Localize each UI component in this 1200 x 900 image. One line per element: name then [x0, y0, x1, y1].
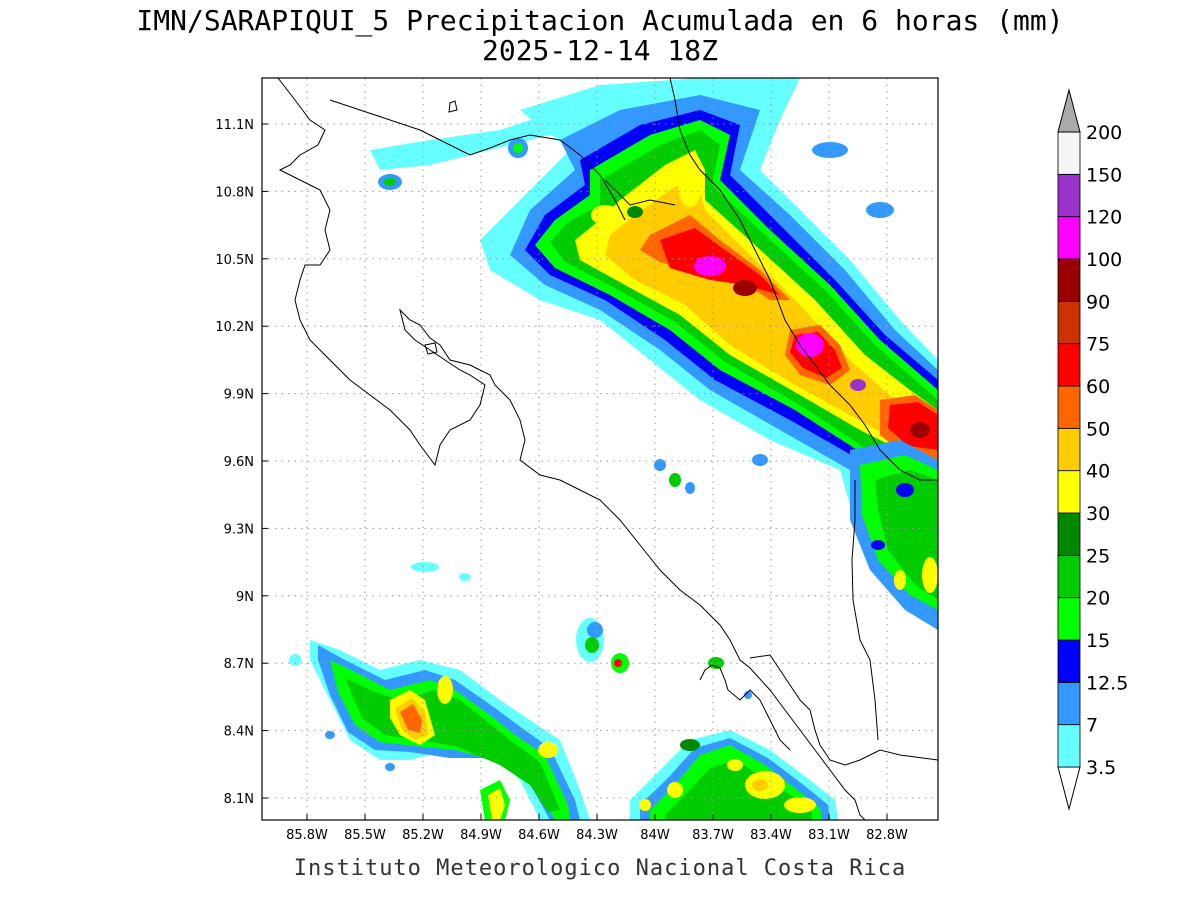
map-border: [261, 77, 939, 821]
colorbar-swatch: [1057, 724, 1081, 768]
colorbar-swatch: [1057, 470, 1081, 514]
lon-tick-label: 83.1W: [808, 828, 850, 843]
precip-band-southeast: [850, 440, 938, 630]
lat-tick-label: 10.2N: [215, 320, 254, 335]
lon-tick-label: 84.9W: [460, 828, 502, 843]
colorbar-level-label: 30: [1086, 503, 1110, 525]
colorbar-swatch: [1057, 554, 1081, 599]
lon-tick-label: 83.4W: [750, 828, 792, 843]
colorbar-swatch: [1057, 173, 1081, 218]
colorbar-over-arrow: [1057, 88, 1081, 133]
colorbar-swatch: [1057, 639, 1081, 683]
lon-tick-label: 84W: [640, 828, 670, 843]
lat-tick-label: 9N: [236, 590, 254, 605]
map-grid: [262, 78, 938, 820]
precip-band-south: [630, 730, 838, 820]
colorbar-level-label: 3.5: [1086, 757, 1116, 779]
lon-tick-label: 85.5W: [344, 828, 386, 843]
lat-tick-label: 11.1N: [215, 118, 254, 133]
lat-tick-label: 8.4N: [224, 725, 254, 740]
colorbar-level-label: 20: [1086, 588, 1110, 610]
colorbar-swatch: [1057, 512, 1081, 556]
colorbar-swatch: [1057, 300, 1081, 345]
colorbar-level-label: 100: [1086, 249, 1122, 271]
colorbar-level-label: 200: [1086, 122, 1122, 144]
colorbar-level-label: 50: [1086, 418, 1110, 440]
lon-tick-label: 83.7W: [692, 828, 734, 843]
map-title: IMN/SARAPIQUI_5 Precipitacion Acumulada …: [136, 4, 1064, 37]
golfo-dulce-coast: [749, 654, 938, 766]
colorbar-level-label: 25: [1086, 545, 1110, 567]
nicaragua-lake-border: [329, 99, 626, 221]
colorbar-swatch: [1057, 385, 1081, 429]
colorbar-swatch: [1057, 216, 1081, 260]
colorbar-level-label: 7: [1086, 715, 1098, 737]
lat-tick-label: 9.6N: [224, 455, 254, 470]
island-outline: [448, 100, 458, 113]
map-datetime: 2025-12-14 18Z: [481, 34, 718, 67]
lon-tick-label: 85.2W: [402, 828, 444, 843]
pacific-coastline: [277, 78, 866, 820]
lat-tick-label: 8.1N: [224, 792, 254, 807]
lon-tick-label: 84.3W: [576, 828, 618, 843]
colorbar-legend: 3.5 7 12.5 15 20 25 30 40 50 60 75 90 100 120 150 200: [1057, 88, 1128, 811]
lat-tick-label: 10.5N: [215, 253, 254, 268]
colorbar-swatch: [1057, 597, 1081, 641]
colorbar-swatch: [1057, 258, 1081, 302]
lon-tick-label: 84.6W: [518, 828, 560, 843]
colorbar-swatch: [1057, 131, 1081, 175]
latitude-axis: 8.1N 8.4N 8.7N 9N 9.3N 9.6N 9.9N 10.2N 10.5N 10.8…: [215, 118, 268, 807]
precip-cells-north: [370, 95, 894, 581]
colorbar-level-label: 40: [1086, 461, 1110, 483]
colorbar-under-arrow: [1057, 766, 1081, 811]
footer-credit: Instituto Meteorologico Nacional Costa R…: [293, 856, 907, 881]
colorbar-swatch: [1057, 427, 1081, 472]
lat-tick-label: 9.3N: [224, 522, 254, 537]
colorbar-swatch: [1057, 681, 1081, 726]
colorbar-level-label: 75: [1086, 334, 1110, 356]
caribbean-coastline: [669, 78, 938, 481]
colorbar-level-label: 90: [1086, 291, 1110, 313]
lat-tick-label: 10.8N: [215, 185, 254, 200]
island-outline: [424, 342, 438, 355]
osa-peninsula-coast: [699, 664, 791, 751]
precipitation-field: [289, 78, 938, 820]
precip-band-northeast: [480, 78, 938, 630]
lat-tick-label: 8.7N: [224, 657, 254, 672]
colorbar-swatch: [1057, 343, 1081, 387]
lon-tick-label: 82.8W: [866, 828, 908, 843]
colorbar-level-label: 120: [1086, 207, 1122, 229]
coastlines: [277, 78, 938, 820]
colorbar-level-label: 15: [1086, 630, 1110, 652]
panama-border: [851, 480, 879, 741]
lon-tick-label: 85.8W: [286, 828, 328, 843]
colorbar-level-label: 150: [1086, 164, 1122, 186]
longitude-axis: 85.8W 85.5W 85.2W 84.9W 84.6W 84.3W 84W 83.7W 83…: [286, 814, 908, 843]
northern-border: [604, 179, 676, 206]
lat-tick-label: 9.9N: [224, 388, 254, 403]
colorbar-level-label: 60: [1086, 376, 1110, 398]
colorbar-level-label: 12.5: [1086, 672, 1128, 694]
